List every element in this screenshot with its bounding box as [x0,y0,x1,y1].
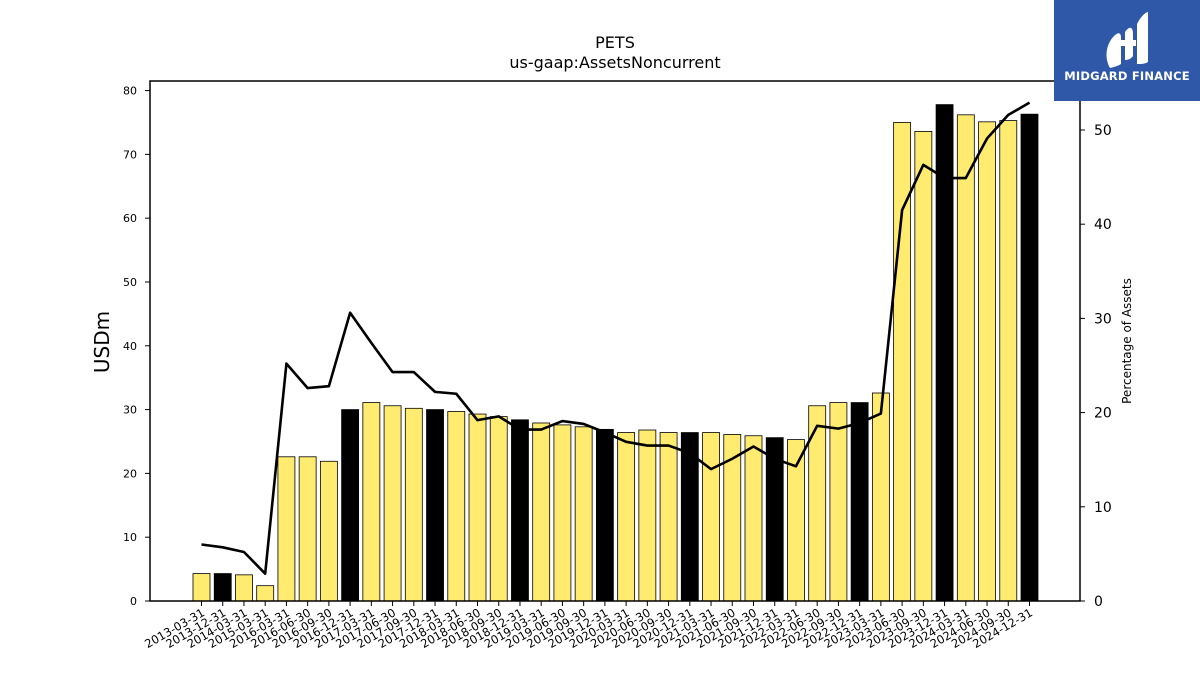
y-tick-label: 60 [123,212,137,225]
plot-frame [149,80,1081,602]
percentage-line [201,101,1031,575]
bar-2018-12-31 [511,419,529,602]
midgard-logo: MIDGARD FINANCE [1054,0,1200,101]
bar-2021-03-31 [702,432,720,602]
bar-2024-09-30 [999,120,1018,602]
y2-axis-label: Percentage of Assets [1120,278,1134,404]
y2-tick-label: 30 [1094,311,1112,327]
bar-2020-09-30 [659,432,678,602]
bar-2022-12-31 [850,402,869,602]
bar-2018-06-30 [468,413,487,602]
bar-2016-09-30 [319,460,338,602]
bar-2014-03-31 [235,574,253,602]
bar-2017-09-30 [404,407,423,602]
bar-2013-03-31 [192,573,211,602]
y-tick-label: 0 [130,595,137,608]
bar-2019-12-31 [595,428,614,602]
bar-2019-06-30 [553,424,572,602]
bar-2016-03-31 [277,456,296,602]
bar-2013-12-31 [213,573,232,602]
bar-2023-03-31 [871,392,890,602]
bar-2020-03-31 [617,432,636,602]
y2-tick-label: 0 [1094,594,1103,610]
bar-2023-06-30 [893,122,912,602]
chart-subtitle: us-gaap:AssetsNoncurrent [509,53,720,72]
axes-group: 01020304050607080010203040502013-03-3120… [123,85,1112,651]
y-axis-label: USDm [90,311,114,373]
y-tick-label: 70 [123,148,137,161]
bar-2016-06-30 [298,456,317,602]
logo-text: MIDGARD FINANCE [1064,69,1190,83]
chart-title: PETS [595,33,635,52]
bar-2023-09-30 [914,130,933,602]
y2-tick-label: 50 [1094,123,1112,139]
bar-2024-06-30 [978,121,996,602]
bar-2017-03-31 [362,402,381,602]
bar-group [192,104,1039,602]
bar-2021-09-30 [744,435,763,602]
bar-2022-09-30 [829,402,848,602]
bar-2019-09-30 [574,426,593,602]
bar-2024-03-31 [956,114,975,602]
bar-2017-06-30 [383,405,402,602]
y-tick-label: 50 [123,276,137,289]
y2-tick-label: 20 [1094,406,1112,422]
bar-2016-12-31 [341,409,360,602]
y2-tick-label: 10 [1094,500,1112,516]
y-tick-label: 40 [123,340,137,353]
bar-2024-12-31 [1020,113,1039,602]
y-tick-label: 80 [123,85,137,98]
y-tick-label: 10 [123,531,137,544]
midgard-logo-icon [1106,12,1148,68]
line-group [201,101,1031,575]
bar-2020-06-30 [638,429,657,602]
y-tick-label: 20 [123,467,137,480]
bar-2018-09-30 [489,416,508,602]
y2-tick-label: 40 [1094,217,1112,233]
bar-2019-03-31 [532,422,551,602]
y-tick-label: 30 [123,404,137,417]
bar-2017-12-31 [426,409,444,602]
bar-2015-03-31 [256,585,275,602]
bar-2018-03-31 [447,411,466,602]
